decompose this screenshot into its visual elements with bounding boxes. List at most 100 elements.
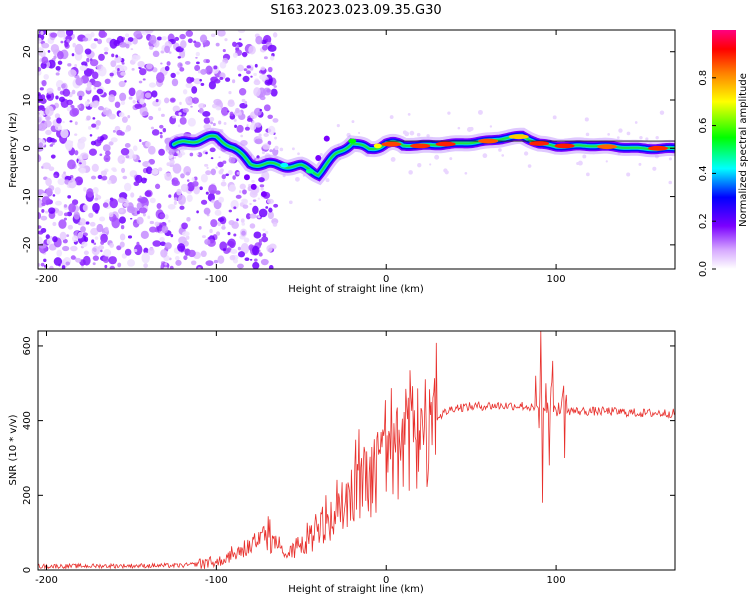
noise-blob: [123, 202, 129, 207]
noise-blob: [218, 120, 222, 125]
noise-blob: [149, 226, 157, 233]
noise-blob: [158, 148, 165, 156]
noise-blob: [62, 88, 71, 97]
noise-blob: [82, 204, 89, 212]
noise-blob: [174, 36, 180, 42]
noise-blob: [41, 56, 49, 65]
noise-blob: [176, 71, 180, 75]
noise-blob: [231, 79, 236, 84]
noise-blob: [89, 102, 95, 108]
colorbar: 0.0 0.2 0.4 0.6 0.8 Normalized spectral ampl…: [698, 30, 749, 277]
noise-dot: [166, 162, 171, 167]
noise-blob: [86, 188, 94, 198]
noise-blob: [250, 75, 253, 78]
x-tick-label: -100: [205, 575, 228, 586]
noise-blob: [232, 41, 237, 47]
noise-blob: [235, 194, 242, 199]
noise-dot: [209, 116, 215, 122]
noise-blob: [219, 61, 227, 69]
noise-blob: [132, 99, 136, 104]
noise-dot: [466, 127, 472, 133]
noise-dot: [477, 109, 483, 115]
noise-blob: [91, 239, 95, 244]
noise-blob: [185, 96, 193, 104]
noise-blob: [252, 261, 260, 269]
noise-blob: [133, 248, 138, 253]
noise-blob: [40, 215, 48, 221]
noise-blob: [129, 217, 133, 220]
noise-dot: [527, 164, 532, 168]
noise-blob: [119, 65, 128, 72]
noise-blob: [172, 115, 176, 119]
noise-blob: [98, 31, 108, 38]
noise-blob: [41, 208, 45, 213]
noise-blob: [124, 33, 130, 38]
snr-series-line: [38, 331, 675, 570]
noise-blob: [41, 79, 47, 87]
noise-blob: [64, 140, 74, 150]
noise-blob: [67, 69, 77, 78]
noise-blob: [236, 218, 239, 222]
track-blob: [323, 135, 330, 142]
noise-blob: [112, 168, 117, 173]
noise-dot: [358, 131, 361, 134]
noise-blob: [136, 202, 143, 210]
noise-blob: [237, 112, 242, 116]
noise-blob: [217, 161, 224, 168]
noise-blob: [46, 187, 53, 196]
noise-blob: [135, 174, 143, 184]
noise-blob: [38, 230, 44, 235]
noise-blob: [95, 125, 100, 130]
noise-blob: [58, 96, 65, 103]
noise-blob: [63, 212, 69, 217]
noise-blob: [142, 111, 149, 116]
noise-blob: [95, 193, 99, 197]
noise-blob: [203, 207, 211, 215]
noise-blob: [125, 43, 130, 49]
noise-blob: [198, 107, 204, 114]
noise-blob: [159, 213, 165, 219]
noise-blob: [262, 233, 267, 238]
noise-blob: [103, 154, 111, 163]
noise-blob: [222, 48, 226, 53]
noise-blob: [120, 225, 125, 230]
noise-dot: [295, 176, 300, 182]
noise-dot: [274, 145, 279, 151]
colorbar-label: Normalized spectral amplitude: [738, 73, 749, 227]
noise-blob: [107, 179, 112, 185]
noise-blob: [155, 183, 161, 190]
noise-blob: [100, 233, 108, 244]
noise-dot: [319, 152, 323, 157]
noise-blob: [119, 233, 126, 241]
noise-blob: [73, 211, 80, 220]
noise-blob: [236, 171, 241, 175]
noise-blob: [249, 223, 256, 229]
noise-blob: [224, 38, 228, 42]
noise-blob: [173, 200, 178, 205]
noise-blob: [191, 86, 198, 94]
noise-blob: [160, 62, 163, 65]
noise-blob: [257, 215, 261, 219]
noise-blob: [138, 159, 141, 163]
noise-blob: [114, 101, 121, 108]
noise-blob: [236, 64, 244, 72]
noise-blob: [151, 129, 160, 136]
noise-blob: [57, 51, 64, 60]
noise-blob: [104, 51, 109, 55]
noise-blob: [160, 241, 166, 247]
noise-blob: [91, 123, 97, 128]
noise-blob: [136, 241, 140, 246]
noise-blob: [109, 38, 118, 49]
noise-blob: [199, 34, 208, 43]
noise-blob: [200, 199, 208, 205]
noise-blob: [232, 52, 238, 58]
noise-blob: [142, 161, 151, 168]
noise-blob: [258, 241, 262, 246]
noise-blob: [99, 216, 106, 222]
noise-blob: [200, 173, 208, 183]
noise-blob: [131, 54, 139, 62]
colorbar-tick-label: 0.2: [698, 213, 709, 229]
x-tick-label: -100: [205, 274, 228, 285]
noise-blob: [179, 50, 186, 59]
noise-blob: [127, 37, 134, 42]
